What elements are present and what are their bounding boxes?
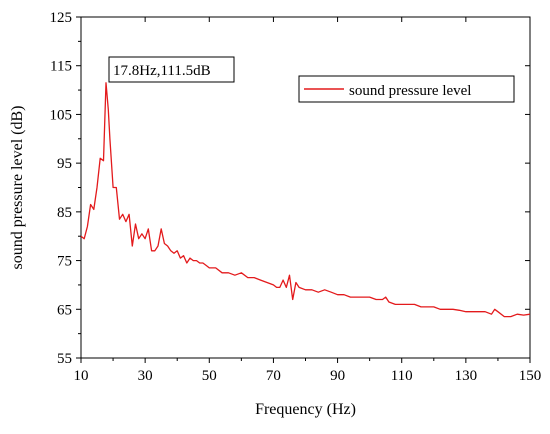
x-axis-title: Frequency (Hz)	[255, 401, 356, 418]
y-tick-label: 55	[57, 351, 72, 367]
y-tick-label: 115	[50, 59, 72, 75]
annotation-box	[108, 56, 235, 83]
y-tick-label: 95	[57, 156, 72, 172]
x-tick-label: 50	[202, 368, 217, 384]
y-tick-label: 65	[57, 302, 72, 318]
x-tick-label: 70	[266, 368, 281, 384]
x-tick-label: 10	[74, 368, 89, 384]
x-tick-label: 150	[519, 368, 542, 384]
series-line-sound-pressure-level	[80, 82, 531, 318]
x-tick-label: 110	[391, 368, 413, 384]
y-tick-label: 85	[57, 205, 72, 221]
peak-annotation: 17.8Hz,111.5dB	[108, 56, 235, 83]
y-tick-label: 105	[50, 107, 73, 123]
annotation-text: 17.8Hz,111.5dB	[113, 63, 211, 79]
y-tick-label: 75	[57, 254, 72, 270]
legend-label: sound pressure level	[349, 83, 471, 99]
series-layer	[80, 82, 531, 318]
x-tick-label: 90	[330, 368, 345, 384]
y-axis-title: sound pressure level (dB)	[9, 106, 26, 270]
axes: 10 30 50 70 90 110 130 150 55 65 75 85 95 105 115 125	[50, 10, 542, 384]
x-tick-label: 130	[455, 368, 478, 384]
legend: sound pressure level	[298, 75, 515, 103]
y-tick-label: 125	[50, 10, 73, 26]
x-tick-label: 30	[138, 368, 153, 384]
